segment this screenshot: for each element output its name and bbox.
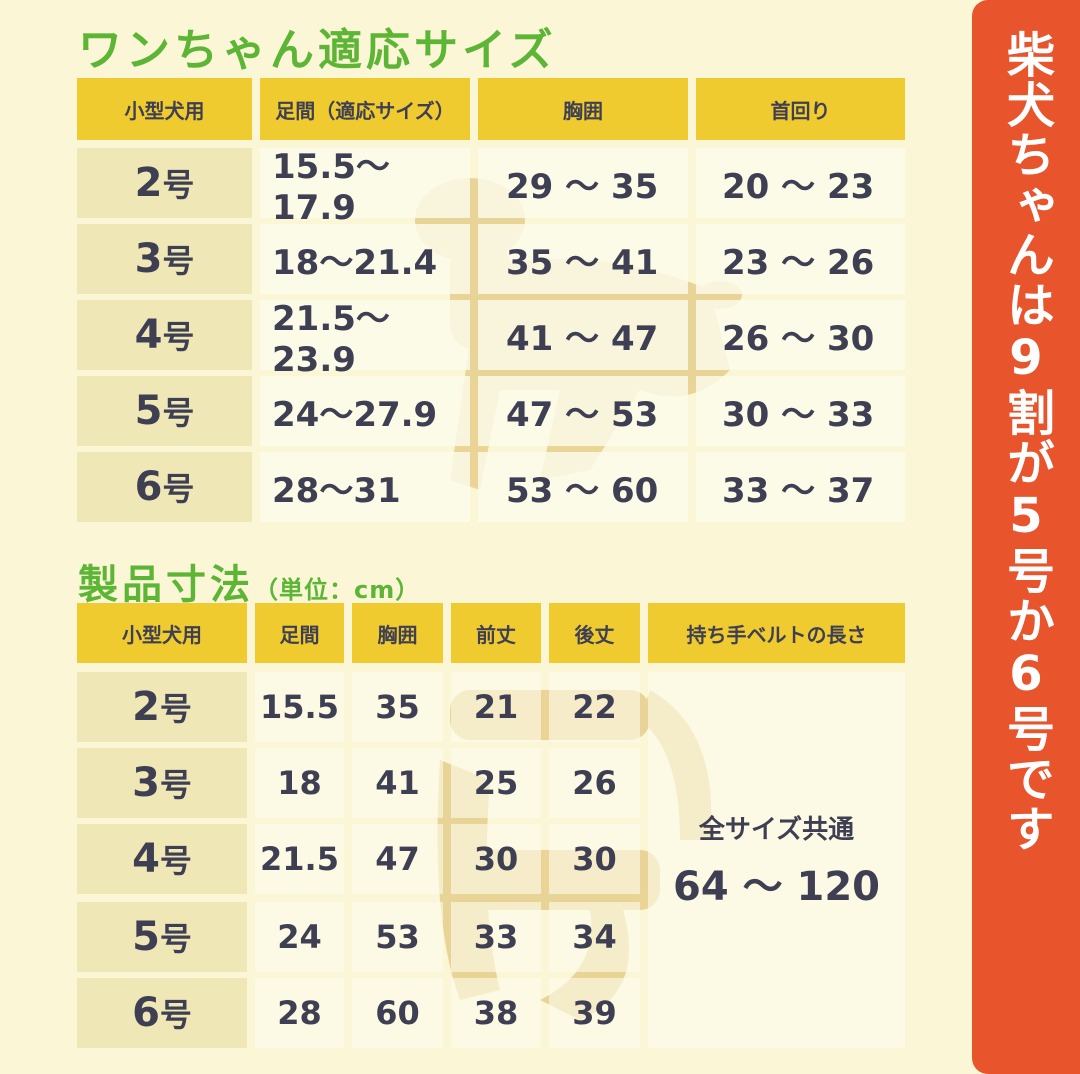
size-number: 2 <box>132 684 160 730</box>
header-small-dog: 小型犬用 <box>77 78 252 140</box>
size-number: 6 <box>132 990 160 1036</box>
neck-value: 33 〜 37 <box>696 452 905 522</box>
chest-value: 35 〜 41 <box>478 224 688 294</box>
back-value: 34 <box>549 902 640 972</box>
header-neck: 首回り <box>696 78 905 140</box>
chest-value: 53 <box>352 902 443 972</box>
size-unit: 号 <box>162 166 195 204</box>
back-value: 22 <box>549 672 640 742</box>
leg-value: 15.5 <box>255 672 344 742</box>
leg-value: 28〜31 <box>260 452 470 522</box>
chest-value: 41 〜 47 <box>478 300 688 370</box>
leg-value: 21.5〜23.9 <box>260 299 470 380</box>
leg-value: 18 <box>255 748 344 818</box>
size-unit: 号 <box>162 242 195 280</box>
front-value: 38 <box>451 978 541 1048</box>
back-value: 39 <box>549 978 640 1048</box>
neck-value: 20 〜 23 <box>696 148 905 218</box>
leg-value: 21.5 <box>255 824 344 894</box>
neck-value: 26 〜 30 <box>696 300 905 370</box>
handle-length-cell: 全サイズ共通 64 〜 120 <box>648 672 905 1048</box>
front-value: 30 <box>451 824 541 894</box>
product-size-title: 製品寸法（単位：cm） <box>78 552 420 610</box>
size-number: 3 <box>132 760 160 806</box>
front-value: 33 <box>451 902 541 972</box>
handle-length-value: 64 〜 120 <box>672 863 880 910</box>
size-unit: 号 <box>159 842 192 880</box>
size-number: 3 <box>134 236 163 282</box>
header-chest: 胸囲 <box>352 603 443 663</box>
size-number: 2 <box>134 160 163 206</box>
size-number: 4 <box>134 312 163 358</box>
size-unit: 号 <box>162 470 195 508</box>
chest-value: 47 〜 53 <box>478 376 688 446</box>
header-chest: 胸囲 <box>478 78 688 140</box>
size-unit: 号 <box>162 318 195 356</box>
chest-value: 41 <box>352 748 443 818</box>
leg-value: 28 <box>255 978 344 1048</box>
size-number: 5 <box>134 388 163 434</box>
header-leg: 足間（適応サイズ） <box>260 78 470 140</box>
size-unit: 号 <box>159 766 192 804</box>
size-number: 4 <box>132 836 160 882</box>
front-value: 25 <box>451 748 541 818</box>
neck-value: 30 〜 33 <box>696 376 905 446</box>
header-small-dog: 小型犬用 <box>77 603 247 663</box>
leg-value: 24〜27.9 <box>260 376 470 446</box>
back-value: 26 <box>549 748 640 818</box>
size-unit: 号 <box>159 920 192 958</box>
header-leg: 足間 <box>255 603 344 663</box>
chest-value: 53 〜 60 <box>478 452 688 522</box>
header-front-length: 前丈 <box>451 603 541 663</box>
neck-value: 23 〜 26 <box>696 224 905 294</box>
size-number: 6 <box>134 464 163 510</box>
size-number: 5 <box>132 914 160 960</box>
back-value: 30 <box>549 824 640 894</box>
header-back-length: 後丈 <box>549 603 640 663</box>
side-banner-text: 柴犬ちゃんは9割が5号か6号です <box>998 30 1054 854</box>
leg-value: 15.5〜17.9 <box>260 147 470 228</box>
front-value: 21 <box>451 672 541 742</box>
chest-value: 35 <box>352 672 443 742</box>
size-unit: 号 <box>162 394 195 432</box>
chest-value: 29 〜 35 <box>478 148 688 218</box>
chest-value: 47 <box>352 824 443 894</box>
chest-value: 60 <box>352 978 443 1048</box>
fit-size-title: ワンちゃん適応サイズ <box>78 25 557 76</box>
leg-value: 18〜21.4 <box>260 224 470 294</box>
header-handle-length: 持ち手ベルトの長さ <box>648 603 905 663</box>
unit-note: （単位：cm） <box>254 576 421 604</box>
product-title-text: 製品寸法 <box>78 562 254 608</box>
size-unit: 号 <box>159 690 192 728</box>
size-unit: 号 <box>159 996 192 1034</box>
leg-value: 24 <box>255 902 344 972</box>
side-banner: 柴犬ちゃんは9割が5号か6号です <box>972 0 1080 1074</box>
handle-note: 全サイズ共通 <box>698 814 855 845</box>
